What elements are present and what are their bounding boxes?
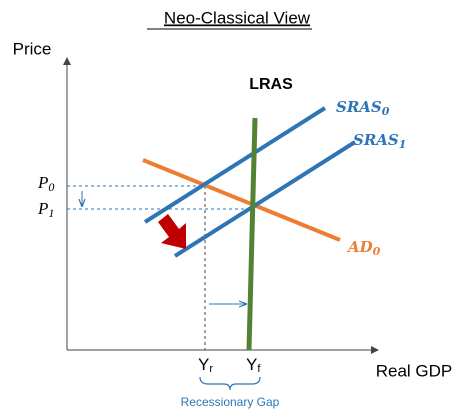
ad0-sub: 0 bbox=[373, 245, 381, 258]
p0-main: P bbox=[37, 173, 48, 192]
yf-label: Yf bbox=[246, 355, 261, 374]
sras0-sub: 0 bbox=[382, 105, 390, 118]
sras0-curve bbox=[143, 106, 327, 224]
sras1-main: SRAS bbox=[353, 131, 399, 149]
yr-sub: r bbox=[209, 363, 213, 375]
x-axis-label: Real GDP bbox=[376, 361, 453, 380]
p1-sub: 1 bbox=[48, 206, 54, 220]
y-axis-label: Price bbox=[13, 39, 52, 58]
ad-curve bbox=[142, 158, 341, 242]
title: Neo-Classical View bbox=[164, 8, 311, 27]
yr-label: Yr bbox=[198, 355, 213, 374]
gap-label: Recessionary Gap bbox=[181, 395, 280, 409]
sras0-label: SRAS0 bbox=[336, 98, 390, 118]
p1-main: P bbox=[37, 199, 48, 218]
sras1-sub: 1 bbox=[399, 138, 407, 151]
yf-main: Y bbox=[246, 355, 257, 374]
sras1-curve bbox=[173, 140, 357, 258]
shift-arrow bbox=[158, 214, 186, 249]
gap-brace bbox=[199, 376, 261, 391]
sras1-label: SRAS1 bbox=[353, 131, 406, 151]
yr-main: Y bbox=[198, 355, 209, 374]
lras-curve bbox=[246, 117, 258, 351]
ad0-main: AD bbox=[346, 238, 373, 256]
sras0-main: SRAS bbox=[336, 98, 382, 116]
lras-label: LRAS bbox=[249, 76, 293, 93]
p1-label: P1 bbox=[37, 199, 54, 220]
yf-sub: f bbox=[257, 363, 261, 375]
ad0-label: AD0 bbox=[346, 238, 381, 258]
p0-label: P0 bbox=[37, 173, 54, 194]
p0-sub: 0 bbox=[48, 180, 54, 194]
